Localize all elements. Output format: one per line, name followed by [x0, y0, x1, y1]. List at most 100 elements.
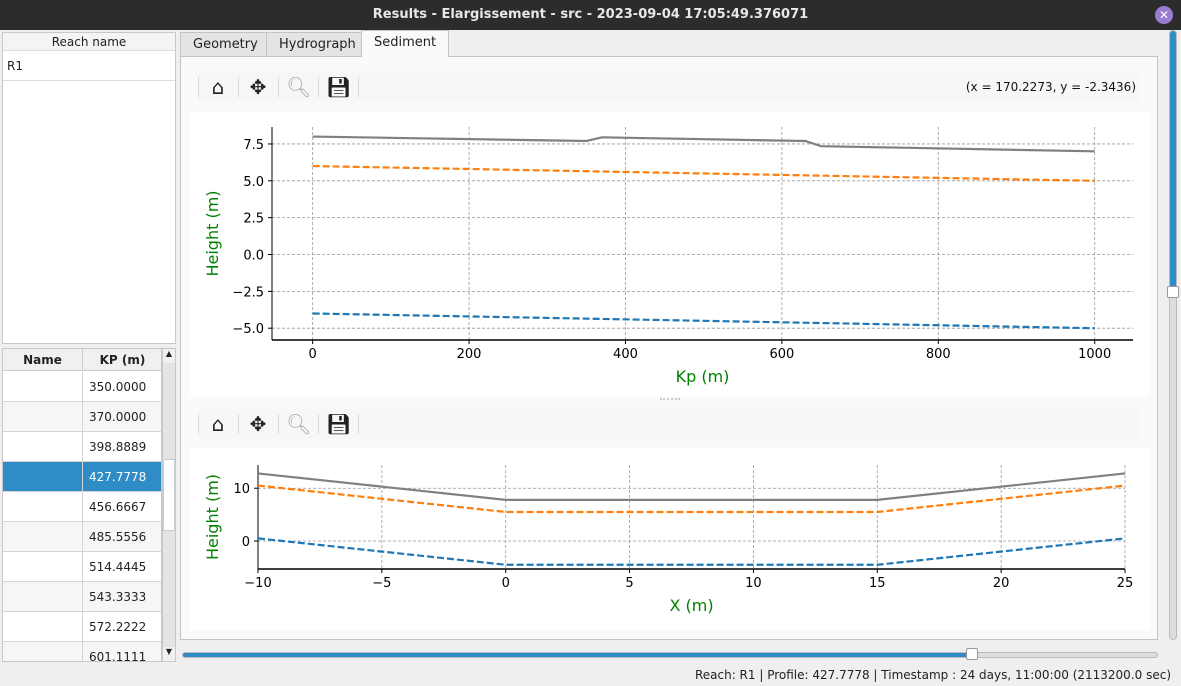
y-tick-label: −5.0	[232, 322, 264, 337]
reach-item[interactable]: R1	[3, 51, 175, 81]
cell-name[interactable]	[3, 462, 83, 492]
y-tick-label: −2.5	[232, 285, 264, 300]
cell-name[interactable]	[3, 582, 83, 612]
reach-list-header: Reach name	[3, 33, 175, 51]
time-slider-fill	[183, 653, 972, 657]
y-tick-label: 5.0	[243, 175, 264, 190]
table-row[interactable]: 370.0000	[3, 402, 161, 432]
x-tick-label: 800	[926, 347, 951, 362]
table-row[interactable]: 485.5556	[3, 522, 161, 552]
x-tick-label: 0	[309, 347, 317, 362]
cell-kp[interactable]: 601.1111	[89, 650, 147, 662]
cell-kp[interactable]: 398.8889	[89, 440, 147, 454]
table-row[interactable]: 572.2222	[3, 612, 161, 642]
x-tick-label: 5	[625, 576, 633, 591]
cell-kp[interactable]: 572.2222	[89, 620, 147, 634]
profile-table: Name KP (m) 350.0000 370.0000 398.8889 427.…	[2, 348, 162, 662]
y-tick-label: 10	[233, 482, 250, 497]
cell-kp[interactable]: 456.6667	[89, 500, 147, 514]
series-line-1	[312, 164, 1095, 182]
cell-name[interactable]	[3, 642, 83, 661]
cell-kp[interactable]: 350.0000	[89, 380, 147, 394]
cell-name[interactable]	[3, 552, 83, 582]
close-icon[interactable]: ✕	[1155, 6, 1173, 24]
cell-name[interactable]	[3, 402, 83, 432]
table-row[interactable]: 398.8889	[3, 432, 161, 462]
column-header-kp[interactable]: KP (m)	[83, 349, 161, 371]
table-row[interactable]: 350.0000	[3, 372, 161, 402]
vertical-slider-handle[interactable]	[1167, 286, 1179, 299]
y-axis-label: Height (m)	[203, 190, 222, 276]
series-line-0	[257, 472, 1126, 501]
cell-kp[interactable]: 543.3333	[89, 590, 147, 604]
table-row[interactable]: 601.1111	[3, 642, 161, 662]
tab-hydrograph[interactable]: Hydrograph	[266, 32, 369, 57]
y-axis-label: Height (m)	[203, 474, 222, 560]
table-scrollbar[interactable]: ▲ ▼	[162, 348, 176, 662]
x-tick-label: −10	[244, 576, 271, 591]
series-line-1	[257, 484, 1126, 514]
move-icon[interactable]: ✥	[249, 75, 267, 99]
cross-section-chart[interactable]: −10 −5 0 5 10 15 20 25 10 0 X (m) Height (m)	[190, 448, 1150, 630]
series-line-2	[257, 537, 1126, 566]
x-tick-label: 25	[1117, 576, 1134, 591]
tab-sediment[interactable]: Sediment	[361, 30, 450, 57]
cell-name[interactable]	[3, 492, 83, 522]
x-tick-label: 20	[993, 576, 1010, 591]
plot-toolbar-cross: ⌂ ✥ 🔍︎ 💾︎	[198, 409, 1140, 439]
time-slider[interactable]	[182, 648, 1158, 660]
vertical-slider-fill	[1170, 31, 1176, 293]
cell-kp[interactable]: 427.7778	[89, 470, 147, 484]
save-icon[interactable]: 💾︎	[326, 75, 352, 99]
x-tick-label: 400	[613, 347, 638, 362]
table-row[interactable]: 456.6667	[3, 492, 161, 522]
longitudinal-chart[interactable]: 0 200 400 600 800 1000 7.5 5.0 2.5 0.0 −2.5 −5.0 Kp …	[190, 112, 1150, 396]
chart-background	[190, 448, 1150, 630]
cell-name[interactable]	[3, 372, 83, 402]
x-tick-label: 600	[769, 347, 794, 362]
x-tick-label: 200	[457, 347, 482, 362]
cell-name[interactable]	[3, 432, 83, 462]
tab-geometry[interactable]: Geometry	[180, 32, 271, 57]
x-tick-label: 0	[502, 576, 510, 591]
x-tick-label: 1000	[1078, 347, 1111, 362]
series-line-0	[312, 135, 1095, 153]
cell-kp[interactable]: 370.0000	[89, 410, 147, 424]
cell-kp[interactable]: 485.5556	[89, 530, 147, 544]
cursor-coordinates: (x = 170.2273, y = -2.3436)	[965, 80, 1136, 94]
table-row[interactable]: 427.7778	[3, 462, 161, 492]
x-axis-label: X (m)	[669, 596, 713, 615]
x-tick-label: 15	[869, 576, 886, 591]
scroll-down-icon[interactable]: ▼	[163, 647, 175, 661]
y-tick-label: 0	[242, 535, 250, 550]
title-bar: Results - Elargissement - src - 2023-09-…	[0, 0, 1181, 30]
y-tick-label: 7.5	[243, 138, 264, 153]
x-axis-label: Kp (m)	[676, 367, 730, 386]
time-slider-handle[interactable]	[965, 648, 978, 660]
x-tick-label: 10	[745, 576, 762, 591]
home-icon[interactable]: ⌂	[211, 75, 225, 99]
home-icon[interactable]: ⌂	[211, 412, 225, 436]
y-tick-label: 0.0	[243, 249, 264, 264]
cell-name[interactable]	[3, 612, 83, 642]
cell-kp[interactable]: 514.4445	[89, 560, 147, 574]
move-icon[interactable]: ✥	[249, 412, 267, 436]
x-tick-label: −5	[372, 576, 391, 591]
plot-toolbar-long: ⌂ ✥ 🔍︎ 💾︎ (x = 170.2273, y = -2.3436)	[198, 72, 1140, 102]
column-header-name[interactable]: Name	[3, 349, 83, 371]
table-row[interactable]: 514.4445	[3, 552, 161, 582]
chart-background	[190, 112, 1150, 396]
vertical-slider[interactable]	[1167, 30, 1179, 640]
scrollbar-handle[interactable]	[163, 459, 175, 531]
y-tick-label: 2.5	[243, 212, 264, 227]
reach-list: Reach name R1	[2, 32, 176, 344]
scroll-up-icon[interactable]: ▲	[163, 349, 175, 363]
series-line-2	[312, 312, 1095, 330]
status-bar: Reach: R1 | Profile: 427.7778 | Timestam…	[694, 668, 1171, 682]
splitter-handle[interactable]	[660, 398, 680, 400]
zoom-icon[interactable]: 🔍︎	[286, 412, 312, 436]
save-icon[interactable]: 💾︎	[326, 412, 352, 436]
zoom-icon[interactable]: 🔍︎	[286, 75, 312, 99]
cell-name[interactable]	[3, 522, 83, 552]
table-row[interactable]: 543.3333	[3, 582, 161, 612]
